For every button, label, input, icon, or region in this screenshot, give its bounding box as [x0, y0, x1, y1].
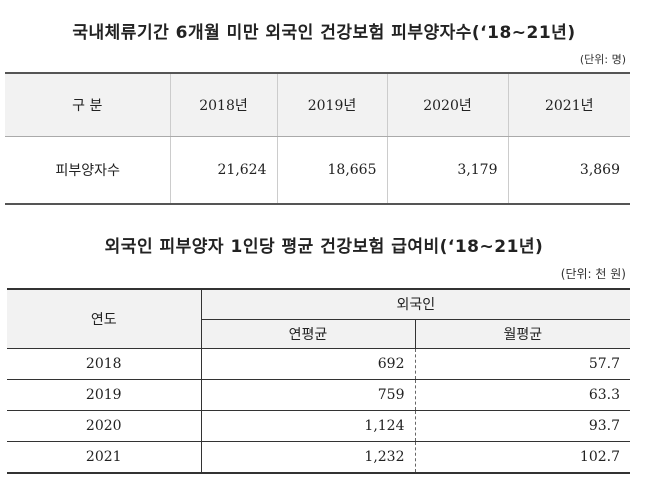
row-year: 2018 — [7, 348, 202, 380]
row-annual: 759 — [201, 379, 416, 411]
row-year: 2020 — [7, 410, 202, 442]
dependents-table: 구 분 2018년 2019년 2020년 2021년 피부양자수 21,624… — [5, 72, 630, 205]
table1-row-label: 피부양자수 — [5, 136, 170, 205]
table1-unit: (단위: 명) — [579, 53, 626, 66]
table2-unit: (단위: 천 원) — [560, 267, 626, 281]
table1-header-row: 구 분 2018년 2019년 2020년 2021년 — [5, 72, 630, 137]
row-monthly: 102.7 — [415, 441, 631, 474]
row-annual: 1,232 — [201, 441, 416, 474]
table2-header-monthly: 월평균 — [415, 319, 631, 349]
table2-header-year: 연도 — [7, 288, 202, 349]
row-year: 2021 — [7, 441, 202, 474]
table1-header-year: 2019년 — [276, 72, 387, 137]
row-monthly: 63.3 — [415, 379, 631, 411]
table-row: 2021 1,232 102.7 — [7, 441, 631, 474]
table1-header-year: 2018년 — [169, 72, 277, 137]
table1-title: 국내체류기간 6개월 미만 외국인 건강보험 피부양자수(‘18~21년) — [72, 23, 576, 43]
table1-cell: 21,624 — [169, 136, 277, 205]
table-row: 2018 692 57.7 — [7, 348, 631, 380]
table-row: 2020 1,124 93.7 — [7, 410, 631, 442]
table1-header-year: 2020년 — [386, 72, 508, 137]
table1-cell: 18,665 — [276, 136, 387, 205]
row-year: 2019 — [7, 379, 202, 411]
table1-cell: 3,179 — [386, 136, 508, 205]
row-monthly: 93.7 — [415, 410, 631, 442]
table2-title: 외국인 피부양자 1인당 평균 건강보험 급여비(‘18~21년) — [104, 237, 544, 257]
table-row: 2019 759 63.3 — [7, 379, 631, 411]
row-annual: 1,124 — [201, 410, 416, 442]
row-monthly: 57.7 — [415, 348, 631, 380]
table1-data-row: 피부양자수 21,624 18,665 3,179 3,869 — [5, 136, 630, 205]
benefits-table: 연도 외국인 연평균 월평균 2018 692 57.7 2019 759 63… — [7, 288, 631, 474]
table2-header-foreign: 외국인 — [201, 288, 631, 320]
table1-header-label: 구 분 — [5, 72, 170, 137]
table2-header-annual: 연평균 — [201, 319, 416, 349]
row-annual: 692 — [201, 348, 416, 380]
table1-header-year: 2021년 — [507, 72, 630, 137]
table1-cell: 3,869 — [507, 136, 630, 205]
